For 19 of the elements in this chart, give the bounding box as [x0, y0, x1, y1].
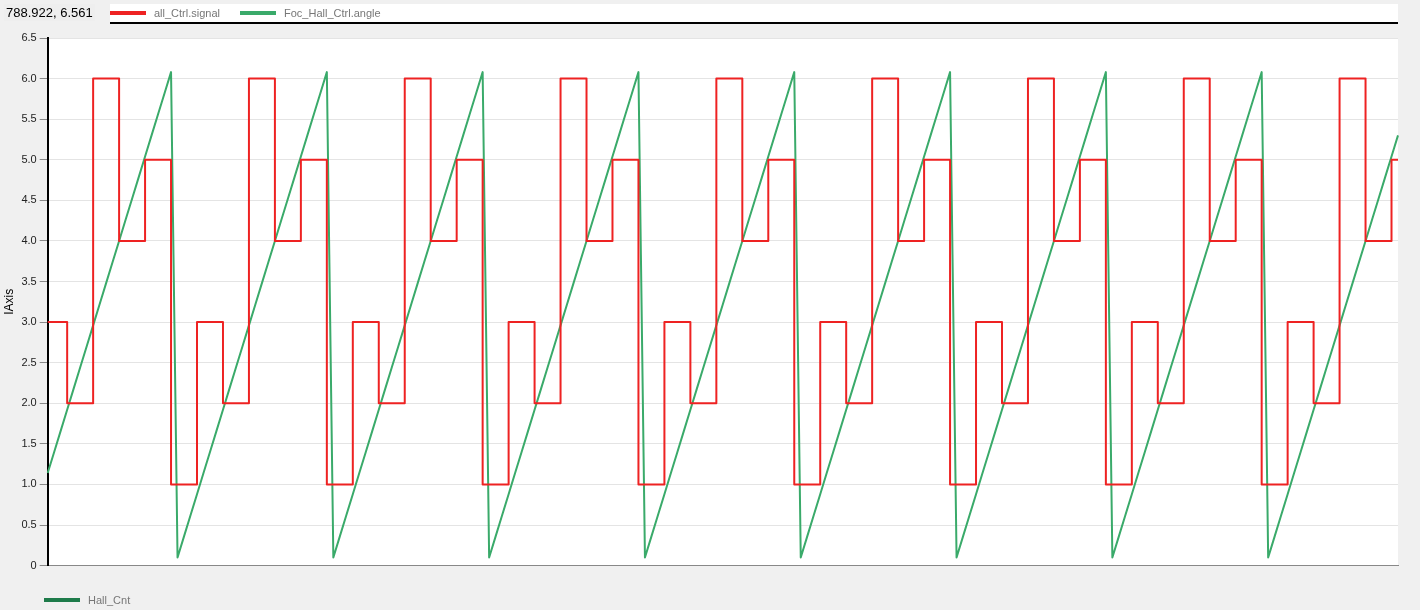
text: Hall_Cnt: [88, 594, 131, 606]
y-tick-label: 3.0: [21, 315, 37, 328]
legend-label: Foc_Hall_Ctrl.angle: [284, 7, 381, 19]
y-tick-label: 1.0: [21, 477, 37, 490]
legend-label: all_Ctrl.signal: [154, 7, 221, 19]
y-tick-label: 0: [30, 558, 37, 571]
y-tick-label: 0.5: [21, 518, 37, 531]
y-tick-label: 5.5: [21, 112, 37, 125]
text: 788.922, 6.561: [4, 4, 95, 21]
y-tick-label: 6.0: [21, 71, 37, 84]
y-tick-label: 5.0: [21, 152, 37, 165]
y-tick-label: 6.5: [21, 31, 37, 44]
y-tick-label: 2.5: [21, 355, 37, 368]
y-axis-title: IAxis: [1, 288, 16, 315]
y-tick-label: 3.5: [21, 274, 37, 287]
y-tick-label: 4.5: [21, 193, 37, 206]
y-tick-label: 4.0: [21, 233, 37, 246]
y-tick-label: 1.5: [21, 436, 37, 449]
y-tick-label: 2.0: [21, 396, 37, 409]
